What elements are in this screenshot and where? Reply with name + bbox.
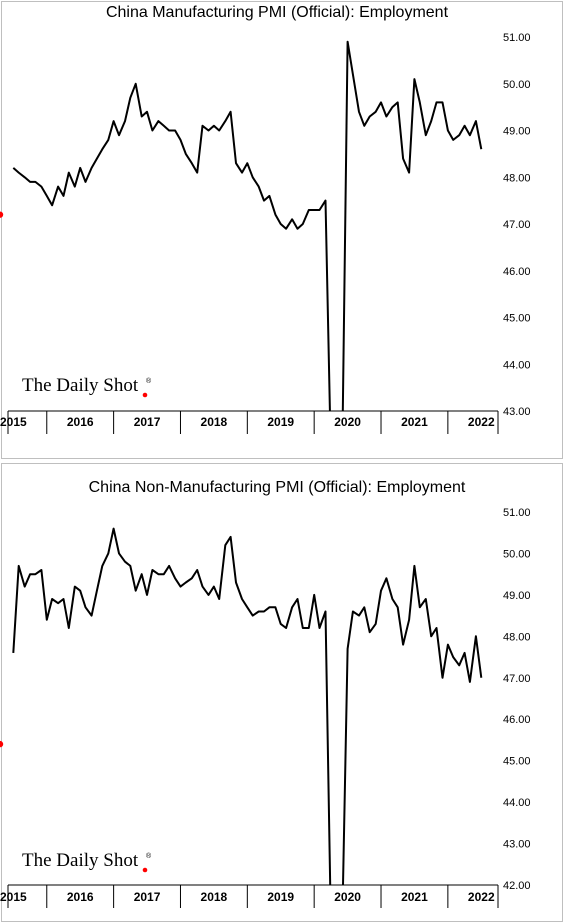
latest-point-marker bbox=[0, 211, 4, 218]
chart-frame bbox=[1, 463, 563, 922]
watermark-registered-mark: ® bbox=[146, 377, 152, 385]
x-tick-label: 2015 bbox=[0, 890, 27, 904]
x-tick-label: 2016 bbox=[67, 415, 94, 429]
x-tick-label: 2018 bbox=[201, 415, 228, 429]
watermark-dot bbox=[142, 392, 148, 398]
x-tick-label: 2015 bbox=[0, 415, 27, 429]
y-tick-label: 44.00 bbox=[503, 359, 531, 371]
x-tick-label: 2016 bbox=[67, 890, 94, 904]
x-tick-label: 2020 bbox=[334, 415, 361, 429]
latest-point-marker bbox=[0, 740, 4, 748]
y-tick-label: 43.00 bbox=[503, 406, 531, 418]
y-tick-label: 50.00 bbox=[503, 548, 531, 560]
x-tick-label: 2019 bbox=[267, 415, 294, 429]
series-line bbox=[12, 527, 483, 885]
chart-panel-non-manufacturing: China Non-Manufacturing PMI (Official): … bbox=[0, 462, 564, 923]
chart-plot: 42.00 43.00 44.00 45.00 46.00 47.00 48.00 49.00… bbox=[0, 507, 531, 908]
y-tick-label: 47.00 bbox=[503, 673, 531, 685]
chart-plot: 43.00 44.00 45.00 46.00 47.00 48.00 49.00 50.00… bbox=[0, 32, 531, 434]
y-tick-label: 51.00 bbox=[503, 507, 531, 519]
y-tick-label: 42.00 bbox=[503, 880, 531, 892]
x-tick-label: 2018 bbox=[201, 890, 228, 904]
x-tick-label: 2022 bbox=[468, 890, 495, 904]
y-tick-label: 49.00 bbox=[503, 126, 531, 138]
y-tick-label: 43.00 bbox=[503, 839, 531, 851]
y-tick-label: 48.00 bbox=[503, 172, 531, 184]
x-tick-label: 2021 bbox=[401, 415, 428, 429]
x-tick-label: 2021 bbox=[401, 890, 428, 904]
x-tick-label: 2020 bbox=[334, 890, 361, 904]
chart-title: China Non-Manufacturing PMI (Official): … bbox=[88, 479, 466, 496]
watermark-logo: The Daily Shot bbox=[22, 375, 139, 396]
y-tick-label: 46.00 bbox=[503, 266, 531, 278]
x-tick-label: 2022 bbox=[468, 415, 495, 429]
x-tick-label: 2019 bbox=[267, 890, 294, 904]
y-tick-label: 47.00 bbox=[503, 219, 531, 231]
y-tick-label: 49.00 bbox=[503, 590, 531, 602]
y-tick-label: 50.00 bbox=[503, 79, 531, 91]
chart-title: China Manufacturing PMI (Official): Empl… bbox=[105, 4, 449, 21]
y-tick-label: 51.00 bbox=[503, 32, 531, 44]
x-tick-label: 2017 bbox=[134, 890, 161, 904]
y-tick-label: 46.00 bbox=[503, 714, 531, 726]
y-tick-label: 45.00 bbox=[503, 313, 531, 325]
watermark-logo: The Daily Shot bbox=[22, 850, 139, 871]
y-tick-label: 45.00 bbox=[503, 756, 531, 768]
chart-panel-manufacturing: China Manufacturing PMI (Official): Empl… bbox=[0, 0, 564, 460]
y-tick-label: 48.00 bbox=[503, 631, 531, 643]
watermark-dot bbox=[142, 867, 148, 873]
y-tick-label: 44.00 bbox=[503, 797, 531, 809]
series-line bbox=[12, 40, 483, 411]
chart-frame bbox=[1, 1, 563, 459]
x-tick-label: 2017 bbox=[134, 415, 161, 429]
watermark-registered-mark: ® bbox=[146, 852, 152, 860]
